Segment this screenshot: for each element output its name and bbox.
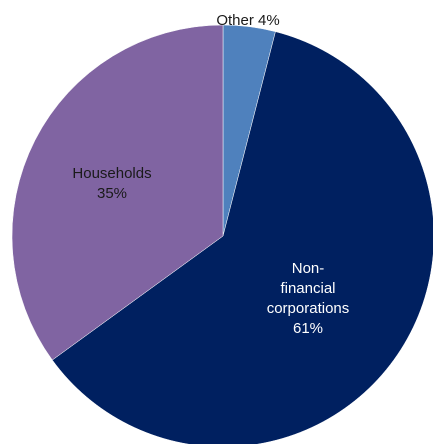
label-nfc-line-1: Non- <box>292 260 325 277</box>
label-nfc-line-3: corporations <box>267 300 350 317</box>
label-households-line-2: 35% <box>97 185 127 202</box>
label-other: Other 4% <box>216 12 279 29</box>
label-non-financial-corporations: Non- financial corporations 61% <box>267 260 350 337</box>
label-households-line-1: Households <box>72 165 151 182</box>
label-nfc-line-2: financial <box>280 280 335 297</box>
pie-slice-households <box>11 24 224 361</box>
label-nfc-line-4: 61% <box>293 320 323 337</box>
label-households: Households 35% <box>72 165 151 202</box>
pie-slice-non-financial-corporations <box>51 31 433 444</box>
pie-slices <box>11 24 433 444</box>
